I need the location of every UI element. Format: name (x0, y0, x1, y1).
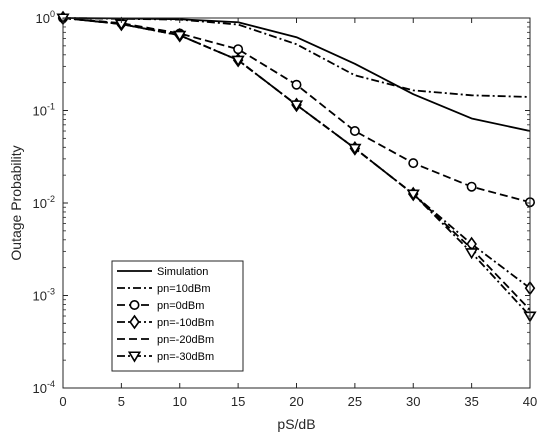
legend-label-1: pn=10dBm (157, 283, 211, 295)
x-tick-label: 35 (464, 394, 478, 409)
y-axis-label: Outage Probability (8, 145, 24, 260)
legend-label-5: pn=-30dBm (157, 351, 214, 363)
legend-label-4: pn=-20dBm (157, 334, 214, 346)
legend-label-2: pn=0dBm (157, 300, 204, 312)
legend-label-3: pn=-10dBm (157, 317, 214, 329)
x-tick-label: 40 (523, 394, 537, 409)
data-point-2-7 (466, 181, 477, 192)
data-point-2-5 (349, 126, 360, 137)
series-1 (62, 17, 531, 98)
data-point-5-6 (406, 189, 420, 201)
x-tick-label: 5 (118, 394, 125, 409)
legend-entry-3: pn=-10dBm (117, 314, 214, 330)
legend-marker-2 (129, 299, 140, 310)
x-tick-label: 10 (173, 394, 187, 409)
x-tick-label: 0 (59, 394, 66, 409)
legend-marker-5 (127, 351, 142, 363)
x-axis-label: pS/dB (277, 416, 315, 432)
x-tick-label: 20 (289, 394, 303, 409)
y-tick-label: 10-3 (33, 287, 55, 304)
x-tick-label: 30 (406, 394, 420, 409)
plot-area (56, 10, 537, 323)
data-point-2-4 (291, 79, 302, 90)
legend-entry-2: pn=0dBm (117, 299, 204, 312)
legend-entry-4: pn=-20dBm (117, 334, 214, 346)
data-point-2-6 (408, 158, 419, 169)
data-point-2-3 (233, 44, 244, 55)
x-tick-label: 25 (348, 394, 362, 409)
legend: Simulation pn=10dBm pn=0dBm pn=-10dBm pn=-20… (111, 260, 244, 372)
series-line-3 (62, 17, 531, 289)
y-tick-label: 10-1 (33, 102, 55, 119)
legend-marker-3 (129, 314, 140, 330)
series-0 (62, 17, 531, 132)
data-point-5-4 (289, 100, 304, 112)
axes: 0 5 10 15 20 25 30 35 40 100 10-1 10-2 10-3 10-4 (33, 9, 538, 409)
data-point-5-5 (348, 143, 362, 155)
legend-entry-0: Simulation (117, 266, 208, 278)
series-line-0 (62, 17, 531, 132)
series-3 (57, 10, 536, 296)
legend-entry-1: pn=10dBm (117, 283, 211, 295)
legend-label-0: Simulation (157, 266, 208, 278)
y-tick-label: 100 (36, 9, 55, 26)
data-point-5-2 (173, 30, 187, 42)
data-point-5-7 (465, 248, 479, 260)
y-tick-label: 10-2 (33, 194, 55, 211)
series-line-1 (62, 17, 531, 98)
y-tick-label: 10-4 (33, 379, 55, 396)
legend-entry-5: pn=-30dBm (117, 351, 214, 363)
x-tick-label: 15 (231, 394, 245, 409)
data-point-5-3 (231, 55, 245, 67)
